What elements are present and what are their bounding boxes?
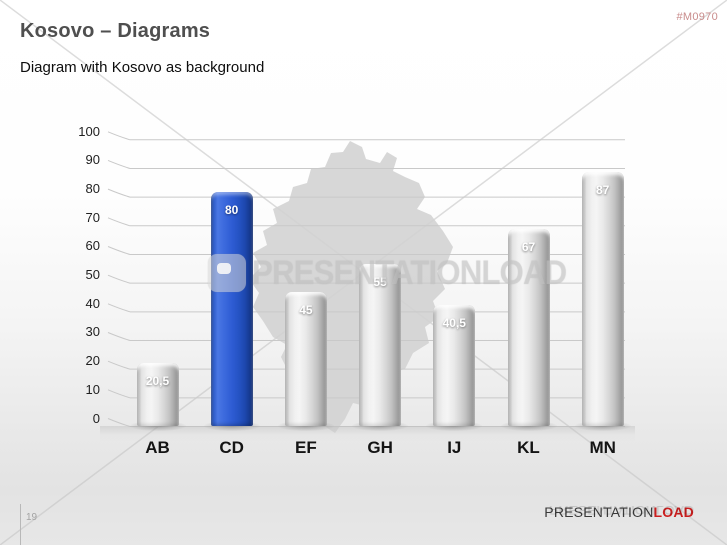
bar-ab[interactable]: 20,5 bbox=[136, 362, 179, 427]
x-axis-label-ef: EF bbox=[295, 438, 317, 457]
y-axis-tick-label: 30 bbox=[85, 324, 100, 340]
slide-subtitle: Diagram with Kosovo as background bbox=[20, 59, 265, 76]
logo-reflection: PRESENTATIONLOAD bbox=[549, 503, 694, 517]
y-axis-tick-label: 0 bbox=[92, 410, 100, 426]
y-axis-tick-label: 100 bbox=[78, 123, 100, 139]
x-axis-label-ij: IJ bbox=[447, 438, 462, 457]
y-axis-tick-label: 50 bbox=[85, 267, 100, 283]
y-axis-tick-label: 10 bbox=[85, 381, 100, 397]
bar-value-label: 80 bbox=[225, 203, 239, 218]
x-axis-label-kl: KL bbox=[517, 438, 540, 457]
bar-value-label: 20,5 bbox=[145, 373, 170, 388]
y-axis-tick-label: 40 bbox=[85, 295, 100, 311]
y-axis-tick-label: 60 bbox=[85, 238, 100, 254]
y-axis-tick-label: 80 bbox=[85, 181, 100, 197]
bar-kl[interactable]: 67 bbox=[507, 229, 550, 427]
page-number: 19 bbox=[26, 512, 38, 523]
slide-title: Kosovo – Diagrams bbox=[20, 20, 211, 42]
x-axis-label-gh: GH bbox=[367, 438, 393, 457]
y-axis-tick-label: 20 bbox=[85, 353, 100, 369]
x-axis-label-mn: MN bbox=[589, 438, 616, 457]
bar-value-label: 55 bbox=[373, 274, 387, 289]
bar-ij[interactable]: 40,5 bbox=[433, 305, 476, 427]
bar-gh[interactable]: 55 bbox=[359, 263, 402, 427]
bar-cd[interactable]: 80 bbox=[210, 192, 253, 427]
y-axis-tick-label: 70 bbox=[85, 209, 100, 225]
x-axis-label-ab: AB bbox=[145, 438, 170, 457]
footer-divider-line bbox=[20, 504, 21, 545]
y-axis-tick-label: 90 bbox=[85, 152, 100, 168]
bar-mn[interactable]: 87 bbox=[581, 172, 624, 427]
bar-value-label: 67 bbox=[521, 240, 536, 255]
bar-ef[interactable]: 45 bbox=[284, 292, 327, 427]
x-axis-label-cd: CD bbox=[219, 438, 244, 457]
bar-value-label: 40,5 bbox=[442, 316, 466, 331]
bar-value-label: 45 bbox=[299, 303, 313, 318]
product-code: #M0970 bbox=[676, 11, 718, 23]
bar-value-label: 87 bbox=[596, 183, 610, 198]
